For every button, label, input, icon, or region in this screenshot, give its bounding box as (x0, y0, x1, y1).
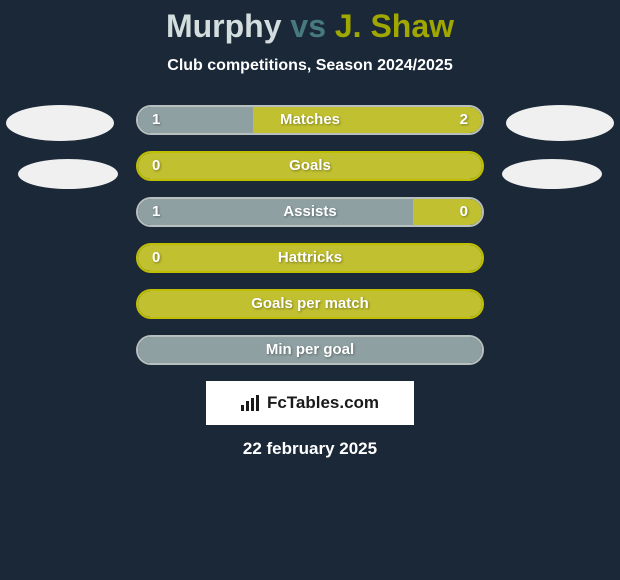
stat-row: 0Goals (136, 151, 484, 181)
stat-label: Goals (138, 153, 482, 179)
stat-bars: 12Matches 0Goals 10Assists 0Hattricks Goals … (136, 105, 484, 365)
comparison-widget: Murphy vs J. Shaw Club competitions, Sea… (0, 0, 620, 459)
stat-row: Goals per match (136, 289, 484, 319)
stat-row: Min per goal (136, 335, 484, 365)
player2-name: J. Shaw (335, 8, 454, 44)
player1-avatar (6, 105, 114, 141)
subtitle: Club competitions, Season 2024/2025 (0, 57, 620, 75)
stat-label: Matches (138, 107, 482, 133)
stat-row: 0Hattricks (136, 243, 484, 273)
stat-label: Assists (138, 199, 482, 225)
player2-club-badge (502, 159, 602, 189)
chart-icon (241, 395, 261, 411)
stat-label: Goals per match (138, 291, 482, 317)
brand-logo: FcTables.com (206, 381, 414, 425)
player2-avatar (506, 105, 614, 141)
title: Murphy vs J. Shaw (0, 8, 620, 45)
stat-label: Min per goal (138, 337, 482, 363)
stat-row: 12Matches (136, 105, 484, 135)
vs-text: vs (290, 8, 326, 44)
brand-text: FcTables.com (267, 393, 379, 413)
player1-name: Murphy (166, 8, 282, 44)
stats-area: 12Matches 0Goals 10Assists 0Hattricks Goals … (0, 105, 620, 365)
footer-date: 22 february 2025 (0, 439, 620, 459)
stat-row: 10Assists (136, 197, 484, 227)
stat-label: Hattricks (138, 245, 482, 271)
player1-club-badge (18, 159, 118, 189)
